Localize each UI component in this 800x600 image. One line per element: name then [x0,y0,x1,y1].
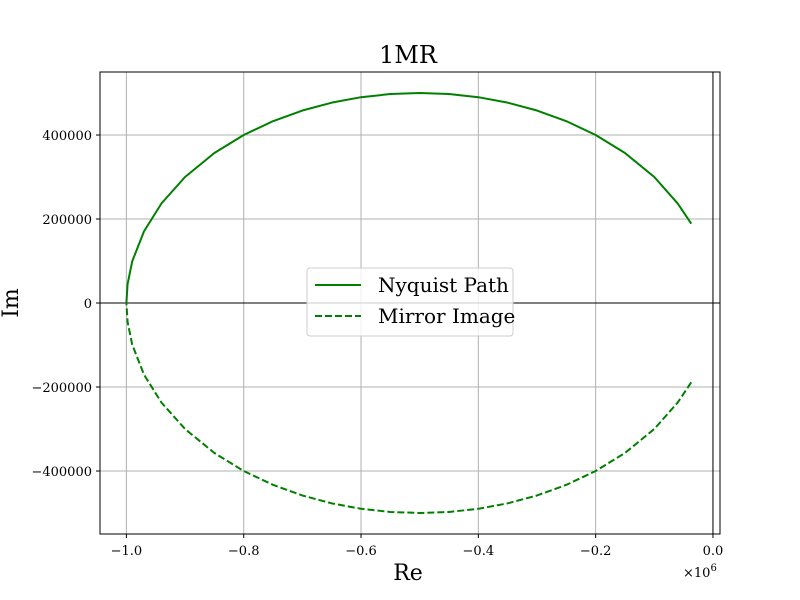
y-axis-label: Im [0,288,24,318]
series-line-mirror-image [125,302,693,514]
x-axis-offset-label: ×106 [683,563,717,581]
chart-title: 1MR [379,41,438,69]
y-tick-label: 0 [84,297,92,312]
y-tick-label: −200000 [31,381,92,396]
y-axis-ticks: −400000 −200000 0 200000 400000 [31,129,100,480]
x-tick-label: −0.6 [345,544,377,559]
x-tick-label: −1.0 [111,544,143,559]
plot-series [125,92,693,514]
x-axis-label: Re [393,561,423,586]
x-axis-ticks: −1.0 −0.8 −0.6 −0.4 −0.2 0.0 [111,534,724,559]
legend-label-mirror-image: Mirror Image [378,304,515,328]
x-tick-label: 0.0 [703,544,724,559]
x-tick-label: −0.2 [580,544,612,559]
x-axis-offset-base: ×10 [683,566,710,581]
y-tick-label: −400000 [31,465,92,480]
y-tick-label: 400000 [42,129,92,144]
x-tick-label: −0.4 [463,544,495,559]
x-tick-label: −0.8 [228,544,260,559]
x-axis-offset-exponent: 6 [710,563,716,574]
legend-label-nyquist-path: Nyquist Path [378,273,509,297]
y-tick-label: 200000 [42,213,92,228]
legend: Nyquist Path Mirror Image [306,267,515,337]
series-line-nyquist-path [125,92,693,304]
